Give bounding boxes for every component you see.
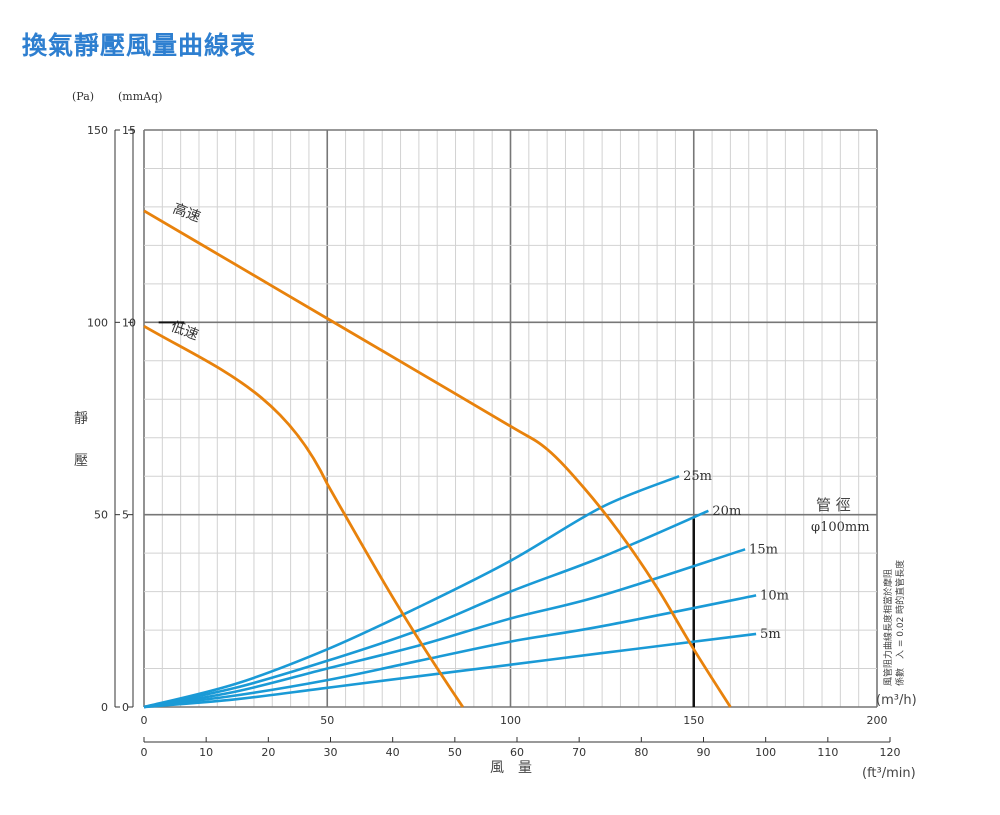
mmaq-tick-label: 10 (122, 316, 136, 329)
x-axis-label: 風量 (490, 760, 546, 776)
x-ft3-tick-label: 30 (324, 746, 338, 759)
x-unit-ft3-label: (ft³/min) (862, 766, 916, 781)
grid (143, 129, 878, 708)
duct-curve-label: 25m (683, 469, 712, 484)
x-m3-tick-label: 0 (141, 714, 148, 727)
pa-tick-label: 50 (94, 509, 108, 522)
mmaq-tick-label: 15 (122, 124, 136, 137)
x-m3-tick-label: 150 (683, 714, 704, 727)
fan-curve-high (143, 209, 732, 708)
duct-size-label: φ100mm (811, 520, 870, 535)
x-unit-m3-label: (m³/h) (876, 693, 917, 708)
side-note-1: 風管阻力曲線長度相當於摩阻 (882, 569, 894, 686)
fan-curve-low (143, 324, 465, 708)
duct-curve-25m (143, 474, 680, 709)
y-axis-label: 靜壓 (74, 411, 88, 469)
x-ft3-tick-label: 110 (817, 746, 838, 759)
x-ft3-tick-label: 80 (634, 746, 648, 759)
duct-curve-label: 10m (760, 588, 789, 603)
x-ft3-tick-label: 60 (510, 746, 524, 759)
x-m3-tick-label: 200 (867, 714, 888, 727)
x-ft3-tick-label: 120 (880, 746, 901, 759)
duct-curve-15m (143, 548, 746, 709)
mmaq-tick-label: 0 (122, 701, 129, 714)
series (143, 209, 757, 709)
duct-curve-label: 15m (749, 542, 778, 557)
x-ft3-tick-label: 100 (755, 746, 776, 759)
x-ft3-tick-label: 20 (261, 746, 275, 759)
x-m3-tick-label: 50 (320, 714, 334, 727)
mmaq-tick-label: 5 (122, 509, 129, 522)
duct-curve-label: 20m (712, 504, 741, 519)
pa-tick-label: 0 (101, 701, 108, 714)
fan-curve-high-label: 高速 (171, 200, 203, 226)
axes (114, 129, 891, 743)
x-ft3-tick-label: 70 (572, 746, 586, 759)
pa-tick-label: 150 (87, 124, 108, 137)
pa-tick-label: 100 (87, 316, 108, 329)
x-ft3-tick-label: 40 (386, 746, 400, 759)
x-ft3-tick-label: 10 (199, 746, 213, 759)
side-note-2: 係數 入 = 0.02 時的直管長度 (894, 560, 906, 686)
duct-curve-label: 5m (760, 627, 781, 642)
duct-label: 管 徑 (816, 496, 851, 514)
duct-curve-20m (143, 509, 709, 709)
x-ft3-tick-label: 0 (141, 746, 148, 759)
duct-curve-5m (143, 632, 757, 709)
x-m3-tick-label: 100 (500, 714, 521, 727)
axis-labels: (Pa) (mmAq) 靜壓 風量 (m³/h) (ft³/min) 管 徑 φ… (72, 90, 917, 781)
x-ft3-tick-label: 90 (697, 746, 711, 759)
pa-unit-label: (Pa) (72, 90, 94, 103)
page-title: 換氣靜壓風量曲線表 (22, 31, 257, 60)
duct-curve-10m (143, 594, 757, 709)
x-ft3-tick-label: 50 (448, 746, 462, 759)
mmaq-unit-label: (mmAq) (118, 90, 162, 103)
